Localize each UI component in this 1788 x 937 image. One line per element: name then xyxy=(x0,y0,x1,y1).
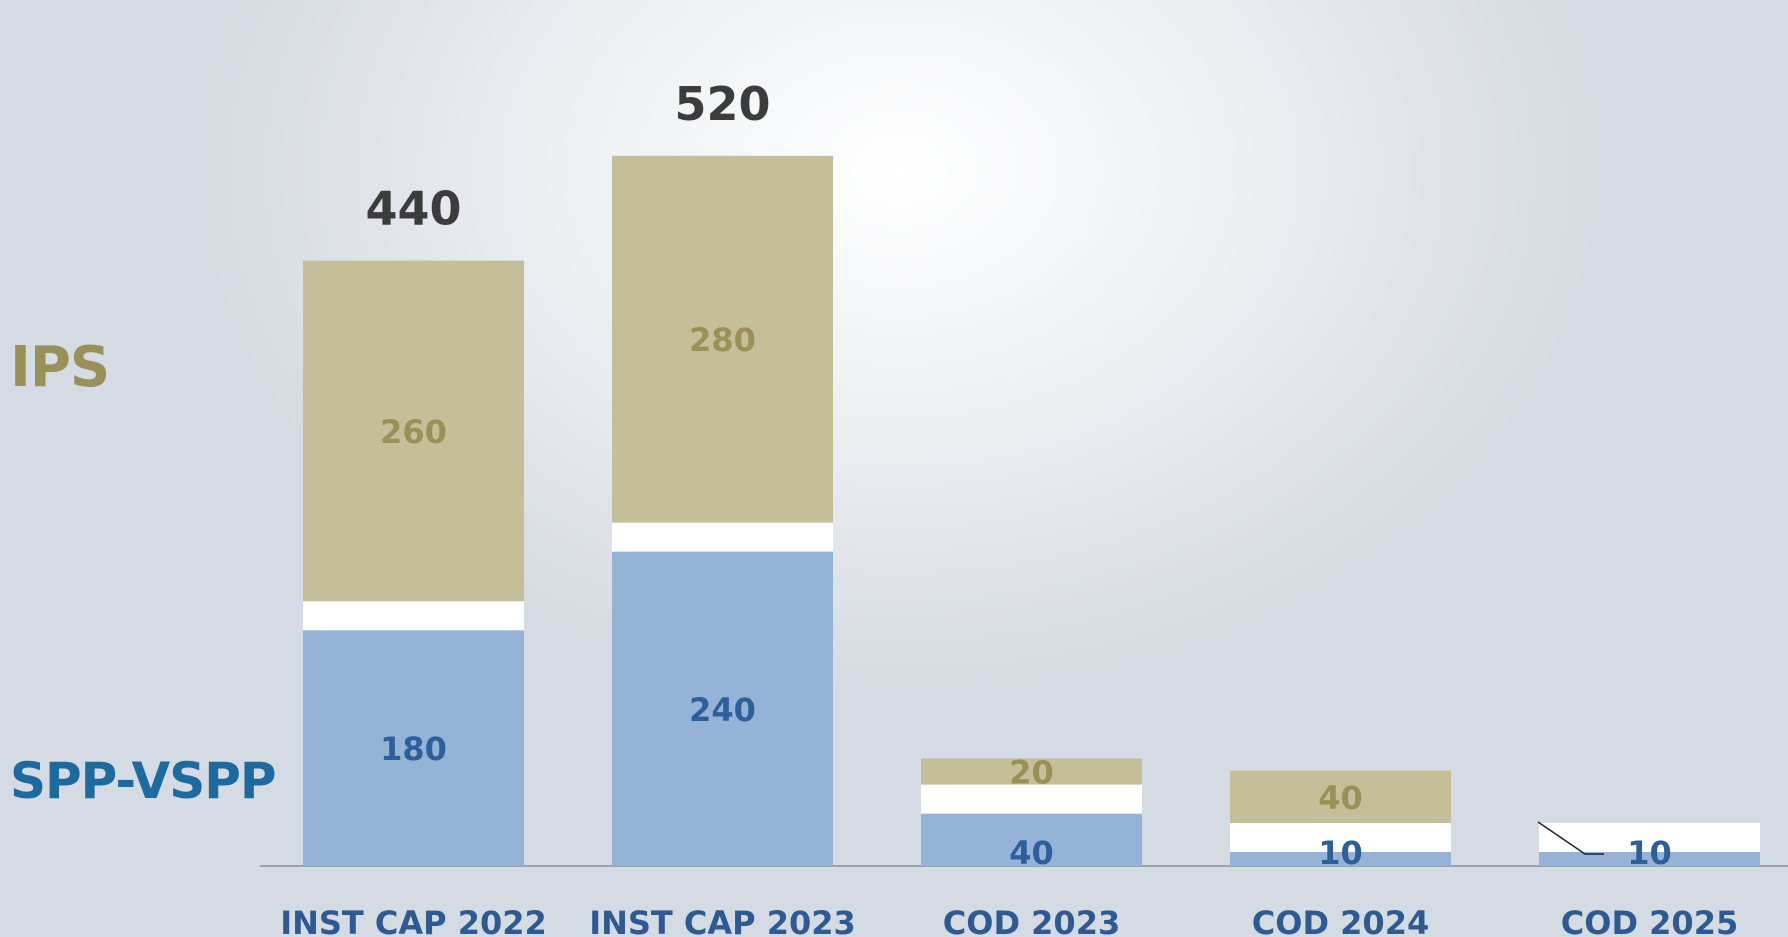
data-label-spp-vspp-2: 240 xyxy=(689,691,756,729)
data-label-spp-vspp-3: 40 xyxy=(1009,834,1054,872)
category-label-3: COD 2023 xyxy=(943,904,1120,937)
data-label-spp-vspp-4: 10 xyxy=(1318,834,1363,872)
category-label-1: INST CAP 2022 xyxy=(280,904,547,937)
bar-ips-2 xyxy=(612,155,833,523)
label-leader-line xyxy=(1537,821,1604,855)
total-label-2: 520 xyxy=(674,77,770,131)
data-label-ips-3: 20 xyxy=(1009,754,1054,792)
data-label-spp-vspp-1: 180 xyxy=(380,730,447,768)
data-label-spp-vspp-5: 10 xyxy=(1627,834,1672,872)
bar-spp-vspp-1 xyxy=(303,630,524,866)
data-label-ips-4: 40 xyxy=(1318,779,1363,817)
bar-ips-4 xyxy=(1230,770,1451,823)
legend-label-spp-vspp: SPP-VSPP xyxy=(10,752,277,810)
category-label-2: INST CAP 2023 xyxy=(589,904,856,937)
bar-spp-vspp-3 xyxy=(921,813,1142,866)
bar-separator-3 xyxy=(921,784,1142,814)
bar-ips-1 xyxy=(303,260,524,602)
category-label-4: COD 2024 xyxy=(1252,904,1429,937)
bar-ips-3 xyxy=(921,758,1142,785)
category-label-5: COD 2025 xyxy=(1561,904,1738,937)
bar-spp-vspp-4 xyxy=(1230,852,1451,866)
legend-label-ips: IPS xyxy=(10,335,110,400)
total-label-1: 440 xyxy=(365,182,461,236)
bar-separator-4 xyxy=(1230,823,1451,852)
data-label-ips-2: 280 xyxy=(689,321,756,359)
data-label-ips-1: 260 xyxy=(380,413,447,451)
bar-separator-1 xyxy=(303,601,524,631)
bar-spp-vspp-2 xyxy=(612,551,833,866)
bar-separator-2 xyxy=(612,522,833,552)
bar-spp-vspp-5 xyxy=(1539,852,1760,866)
